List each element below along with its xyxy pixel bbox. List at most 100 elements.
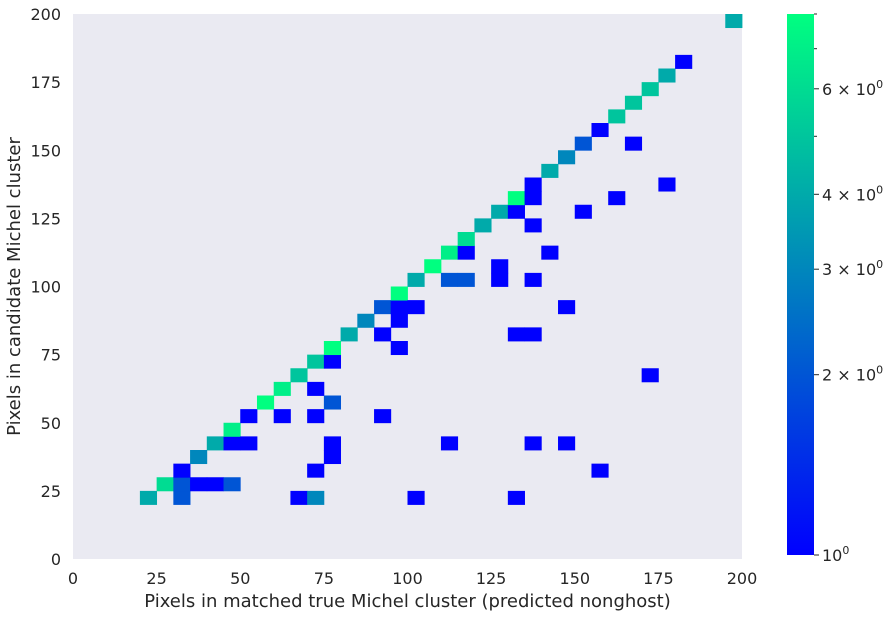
heatmap-cell <box>173 490 191 505</box>
colorbar-tick-label: 3 × 100 <box>822 258 883 279</box>
heatmap-cell <box>591 463 609 478</box>
y-tick-label: 75 <box>41 346 61 365</box>
heatmap-cell <box>323 341 342 356</box>
y-axis-ticks: 0 25 50 75 100 125 150 175 200 <box>30 5 61 569</box>
y-tick-label: 25 <box>41 482 61 501</box>
heatmap-cell <box>558 150 576 165</box>
y-axis-label: Pixels in candidate Michel cluster <box>4 137 25 436</box>
heatmap-cell <box>474 218 492 233</box>
heatmap-cell <box>624 136 643 151</box>
colorbar-tick-label: 4 × 100 <box>822 183 883 204</box>
x-tick-label: 150 <box>560 569 591 588</box>
heatmap-cell <box>658 68 676 83</box>
heatmap-cell <box>290 368 308 383</box>
heatmap-cell <box>440 436 459 451</box>
heatmap-cell <box>407 300 425 315</box>
heatmap-cell <box>307 381 325 396</box>
heatmap-cell <box>675 54 693 69</box>
x-axis-ticks: 0 25 50 75 100 125 150 175 200 <box>68 569 757 588</box>
heatmap-cell <box>524 177 542 192</box>
heatmap-cell <box>307 463 325 478</box>
heatmap-cell <box>574 136 592 151</box>
heatmap-cell <box>608 109 626 124</box>
heatmap-cells <box>139 14 743 505</box>
heatmap-cell <box>323 436 342 451</box>
heatmap-cell <box>173 477 191 492</box>
x-tick-label: 100 <box>392 569 423 588</box>
heatmap-cell <box>507 204 525 219</box>
heatmap-cell <box>457 272 475 287</box>
heatmap-cell <box>507 191 525 206</box>
heatmap-cell <box>491 259 509 274</box>
heatmap-cell <box>323 354 342 369</box>
heatmap-cell <box>624 95 643 110</box>
heatmap-cell <box>374 300 392 315</box>
heatmap-cell <box>374 327 392 342</box>
x-tick-label: 0 <box>68 569 78 588</box>
x-tick-label: 25 <box>146 569 166 588</box>
heatmap-cell <box>374 409 392 424</box>
heatmap-cell <box>206 436 224 451</box>
x-tick-label: 125 <box>476 569 507 588</box>
heatmap-cell <box>307 490 325 505</box>
heatmap-cell <box>307 409 325 424</box>
heatmap-cell <box>390 313 408 328</box>
heatmap-cell <box>440 272 459 287</box>
heatmap-cell <box>524 218 542 233</box>
heatmap-cell <box>256 395 275 410</box>
y-tick-label: 0 <box>51 550 61 569</box>
heatmap-cell <box>240 436 258 451</box>
y-tick-label: 150 <box>30 141 61 160</box>
heatmap-cell <box>273 381 291 396</box>
heatmap-cell <box>424 259 442 274</box>
heatmap-cell <box>357 313 375 328</box>
colorbar-tick-label: 2 × 100 <box>822 364 883 385</box>
y-tick-label: 200 <box>30 5 61 24</box>
heatmap-cell <box>190 477 208 492</box>
heatmap-cell <box>323 450 342 465</box>
heatmap-cell <box>407 272 425 287</box>
heatmap-cell <box>390 341 408 356</box>
heatmap-cell <box>524 191 542 206</box>
colorbar-tick-label: 6 × 100 <box>822 78 883 99</box>
y-tick-label: 50 <box>41 414 61 433</box>
heatmap-cell <box>641 368 659 383</box>
y-tick-label: 125 <box>30 209 61 228</box>
heatmap-cell <box>541 163 559 178</box>
heatmap-cell <box>139 490 158 505</box>
y-tick-label: 100 <box>30 278 61 297</box>
heatmap-cell <box>658 177 676 192</box>
heatmap-cell <box>591 123 609 138</box>
heatmap-cell <box>223 477 241 492</box>
heatmap-cell <box>524 436 542 451</box>
heatmap-cell <box>558 436 576 451</box>
heatmap-cell <box>641 82 659 97</box>
x-axis-label: Pixels in matched true Michel cluster (p… <box>144 591 671 612</box>
heatmap-cell <box>323 395 342 410</box>
heatmap-cell <box>307 354 325 369</box>
heatmap-cell <box>407 490 425 505</box>
colorbar <box>787 14 814 555</box>
heatmap-cell <box>524 327 542 342</box>
heatmap-cell <box>390 300 408 315</box>
heatmap-cell <box>206 477 224 492</box>
heatmap-cell <box>457 245 475 260</box>
heatmap-cell <box>558 300 576 315</box>
colorbar-tick-label: 100 <box>822 544 849 565</box>
heatmap-cell <box>725 14 743 29</box>
heatmap-cell <box>223 422 241 437</box>
y-tick-label: 175 <box>30 73 61 92</box>
heatmap-cell <box>240 409 258 424</box>
heatmap-cell <box>457 232 475 247</box>
heatmap-cell <box>340 327 358 342</box>
x-tick-label: 50 <box>230 569 250 588</box>
heatmap-cell <box>273 409 291 424</box>
heatmap-cell <box>574 204 592 219</box>
heatmap-cell <box>156 477 174 492</box>
heatmap-cell <box>223 436 241 451</box>
heatmap-cell <box>507 327 525 342</box>
colorbar-ticks: 100 2 × 100 3 × 100 4 × 100 6 × 100 <box>814 13 883 565</box>
heatmap-cell <box>491 272 509 287</box>
heatmap-cell <box>507 490 525 505</box>
